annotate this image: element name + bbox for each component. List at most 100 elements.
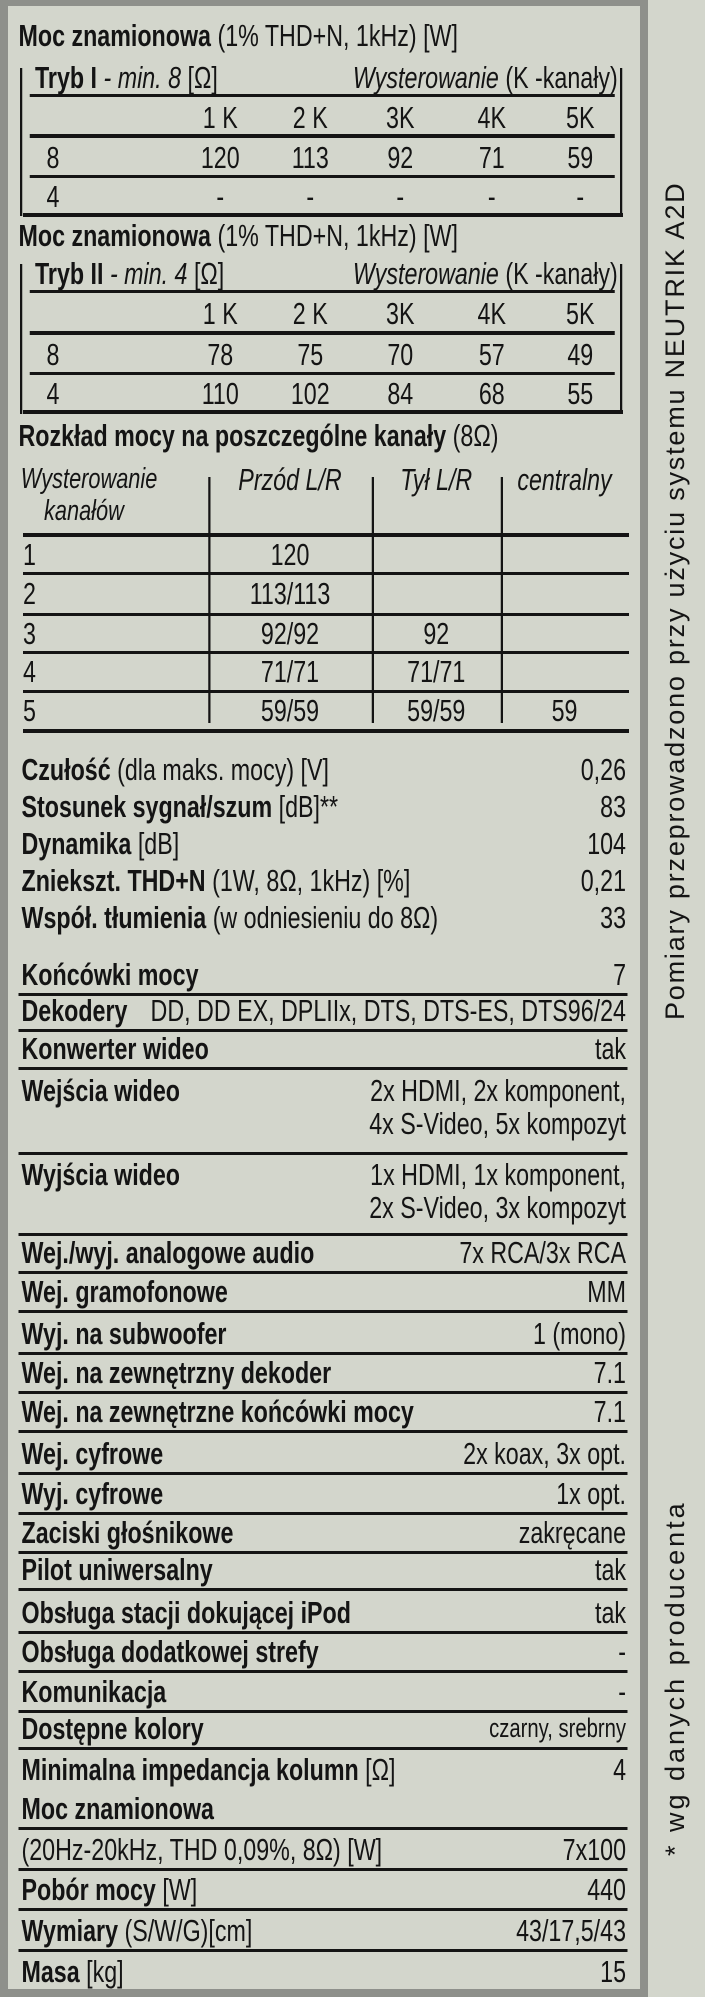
spec-value: zakręcane	[518, 1515, 626, 1550]
label-bold: Wej. na zewnętrzny dekoder	[21, 1355, 332, 1390]
channels-count: 1	[23, 537, 36, 572]
table-cell: -	[216, 179, 225, 214]
spec-row: Dynamika [dB] 104	[19, 825, 628, 862]
spec-value: 0,21	[580, 863, 626, 898]
center-value: 59	[551, 693, 578, 728]
mode-label: Tryb I - min. 8 [Ω]	[35, 62, 218, 94]
divider	[29, 175, 615, 178]
channels-count: 2	[23, 576, 36, 611]
spec-label: (20Hz-20kHz, THD 0,09%, 8Ω) [W]	[22, 1833, 383, 1866]
spec-row: Wyjścia wideo 1x HDMI, 1x komponent, 2x S-…	[18, 1157, 628, 1236]
table-cell: -	[487, 179, 496, 214]
spec-label: Czułość (dla maks. mocy) [V]	[22, 753, 329, 786]
front-value: 92/92	[260, 616, 320, 651]
label-bold: Minimalna impedancja kolumn	[21, 1752, 359, 1787]
label-bold: Konwerter wideo	[21, 1031, 209, 1066]
spec-value: 83	[600, 789, 626, 824]
table-border-right	[620, 68, 623, 216]
spec-row: Wej. cyfrowe 2x koax, 3x opt.	[18, 1433, 628, 1475]
drive-text: Wysterowanie	[352, 256, 499, 291]
table-cell: 84	[387, 376, 414, 411]
label-bold: Zaciski głośnikowe	[21, 1515, 234, 1550]
column-header: 1 K	[202, 100, 238, 135]
header-rear: Tył L/R	[400, 462, 473, 497]
divider	[23, 213, 623, 217]
table-border-right	[620, 264, 623, 414]
value-line: 2x S-Video, 3x kompozyt	[369, 1190, 626, 1225]
divider	[23, 613, 629, 616]
label-bold: Dekodery	[21, 993, 128, 1028]
label-bold: Stosunek sygnał/szum	[21, 789, 273, 824]
mode-name: Tryb I	[35, 60, 98, 95]
spec-label: Wej. na zewnętrzne końcówki mocy	[22, 1395, 414, 1428]
spec-row: Czułość (dla maks. mocy) [V] 0,26	[19, 751, 628, 788]
spec-value: 0,26	[580, 752, 626, 787]
spec-row: Zniekszt. THD+N (1W, 8Ω, 1kHz) [%] 0,21	[19, 862, 628, 899]
load-label: 8	[46, 337, 60, 372]
spec-label: Wej. gramofonowe	[22, 1275, 228, 1308]
spec-value: DD, DD EX, DPLIIx, DTS, DTS-ES, DTS96/24	[150, 993, 626, 1028]
measurement-note: Pomiary przeprowadzono przy użyciu syste…	[660, 181, 690, 1020]
spec-value: 43/17,5/43	[516, 1913, 626, 1948]
label-bold: Wyj. na subwoofer	[21, 1316, 227, 1351]
spec-row: Wej. na zewnętrzny dekoder 7.1	[18, 1355, 628, 1394]
spec-row: Wej. na zewnętrzne końcówki mocy 7.1	[18, 1394, 628, 1433]
label-detail: (w odniesieniu do 8Ω)	[212, 900, 439, 935]
label-bold: Obsługa dodatkowej strefy	[21, 1634, 319, 1669]
spec-row: Obsługa stacji dokującej iPod tak	[18, 1591, 628, 1634]
rear-value: 71/71	[407, 654, 466, 689]
spec-label: Wyj. na subwoofer	[22, 1317, 227, 1350]
spec-row: Obsługa dodatkowej strefy -	[18, 1634, 628, 1673]
table-cell: -	[396, 179, 405, 214]
spec-value: 4	[613, 1752, 626, 1787]
spec-row: (20Hz-20kHz, THD 0,09%, 8Ω) [W] 7x100	[18, 1830, 628, 1871]
spec-label: Wejścia wideo	[22, 1074, 181, 1107]
label-bold: Wymiary	[21, 1913, 119, 1948]
label-bold: Współ. tłumienia	[21, 900, 207, 935]
table-cell: 55	[567, 376, 594, 411]
label-bold: Wej./wyj. analogowe audio	[21, 1235, 315, 1270]
label-bold: Pobór mocy	[21, 1872, 156, 1907]
table-cell: 71	[478, 140, 505, 175]
spec-label: Wyjścia wideo	[22, 1158, 181, 1191]
column-header: 1 K	[202, 296, 238, 331]
channels-count: 3	[23, 616, 36, 651]
table-cell: 59	[567, 140, 594, 175]
spec-label: Obsługa stacji dokującej iPod	[22, 1596, 351, 1629]
drive-label: Wysterowanie (K -kanały)	[353, 258, 618, 290]
spec-label: Pobór mocy [W]	[22, 1873, 198, 1906]
spec-row: Współ. tłumienia (w odniesieniu do 8Ω) 33	[19, 899, 628, 936]
drive-label: Wysterowanie (K -kanały)	[353, 62, 618, 94]
power-table-1-title: Moc znamionowa (1% THD+N, 1kHz) [W]	[19, 20, 458, 52]
spec-row: Dostępne kolory czarny, srebrny	[18, 1712, 628, 1750]
spec-label: Wymiary (S/W/G)[cm]	[22, 1914, 253, 1947]
spec-value: czarny, srebrny	[489, 1713, 626, 1743]
side-strip: Pomiary przeprowadzono przy użyciu syste…	[648, 0, 705, 1991]
spec-row: Dekodery DD, DD EX, DPLIIx, DTS, DTS-ES, …	[18, 993, 628, 1032]
divider	[23, 729, 629, 733]
title-detail: (1% THD+N, 1kHz) [W]	[217, 218, 458, 253]
spec-value: 7.1	[593, 1394, 626, 1429]
spec-label: Dynamika [dB]	[22, 827, 180, 860]
table-cell: 102	[290, 376, 330, 411]
spec-value: 1x opt.	[556, 1476, 626, 1511]
value-line: 1x HDMI, 1x komponent,	[370, 1157, 626, 1192]
header-drive: Wysterowanie	[20, 463, 158, 495]
label-detail: [W]	[162, 1872, 198, 1907]
spec-label: Wej./wyj. analogowe audio	[22, 1236, 315, 1269]
load-label: 8	[46, 140, 60, 175]
spec-row: Zaciski głośnikowe zakręcane	[18, 1515, 628, 1554]
column-header: 5K	[566, 296, 595, 331]
spec-label: Współ. tłumienia (w odniesieniu do 8Ω)	[22, 901, 439, 934]
table-cell: 57	[478, 337, 505, 372]
channels-count: 4	[23, 654, 36, 689]
column-header: 2 K	[292, 100, 328, 135]
divider	[23, 410, 623, 414]
label-bold: Dynamika	[21, 826, 132, 861]
rear-value: 59/59	[407, 693, 466, 728]
spec-label: Konwerter wideo	[22, 1032, 209, 1065]
header-center: centralny	[517, 462, 612, 497]
divider	[23, 533, 629, 537]
spec-row: Wejścia wideo 2x HDMI, 2x komponent, 4x S-…	[18, 1074, 628, 1155]
label-bold: Końcówki mocy	[21, 957, 199, 992]
